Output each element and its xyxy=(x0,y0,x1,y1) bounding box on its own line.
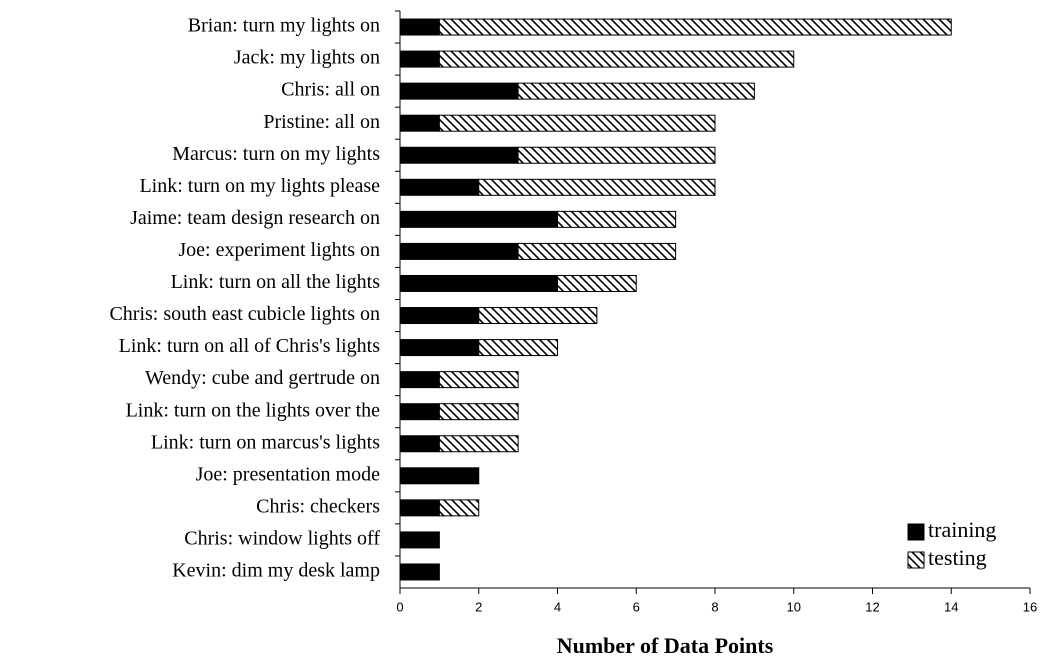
category-label: Link: turn on the lights over the xyxy=(126,399,381,421)
legend-swatch xyxy=(907,523,925,541)
bar-segment xyxy=(399,307,480,325)
bar-segment xyxy=(399,146,519,164)
category-label: Link: turn on marcus's lights xyxy=(151,431,380,453)
category-label: Link: turn on all the lights xyxy=(171,271,381,293)
x-tick-label: 0 xyxy=(396,599,403,614)
x-tick-label: 10 xyxy=(787,599,801,614)
category-label: Chris: all on xyxy=(281,79,380,101)
bar-segment xyxy=(399,371,440,389)
category-label: Link: turn on all of Chris's lights xyxy=(119,335,381,357)
category-label: Wendy: cube and gertrude on xyxy=(145,367,380,389)
x-tick-label: 12 xyxy=(865,599,879,614)
category-label: Chris: south east cubicle lights on xyxy=(109,303,380,325)
bar-segment xyxy=(517,146,716,164)
bar-segment xyxy=(478,178,716,196)
bar-segment xyxy=(399,339,480,357)
x-tick-label: 14 xyxy=(944,599,958,614)
bar-segment xyxy=(438,50,795,68)
x-tick-label: 8 xyxy=(711,599,718,614)
bar-segment xyxy=(399,50,440,68)
bar-segment xyxy=(517,82,755,100)
x-tick-label: 6 xyxy=(633,599,640,614)
x-tick-label: 2 xyxy=(475,599,482,614)
bar-segment xyxy=(399,467,480,485)
bar-segment xyxy=(399,114,440,132)
category-label: Brian: turn my lights on xyxy=(188,15,380,37)
category-label: Chris: checkers xyxy=(256,495,380,517)
bar-segment xyxy=(399,18,440,36)
category-label: Marcus: turn on my lights xyxy=(172,143,380,165)
legend-swatch xyxy=(907,551,925,569)
category-label: Jack: my lights on xyxy=(234,47,380,69)
bar-segment xyxy=(557,274,637,292)
bar-segment xyxy=(399,274,558,292)
bar-segment xyxy=(399,210,558,228)
bar-segment xyxy=(438,18,952,36)
bar-segment xyxy=(399,499,440,517)
legend-label: training xyxy=(928,517,996,542)
bar-segment xyxy=(438,435,519,453)
category-label: Chris: window lights off xyxy=(184,528,380,550)
category-label: Link: turn on my lights please xyxy=(139,175,380,197)
bar-segment xyxy=(438,114,716,132)
bar-segment xyxy=(399,563,440,581)
category-label: Pristine: all on xyxy=(263,111,380,133)
bar-segment xyxy=(478,339,558,357)
bar-segment xyxy=(399,435,440,453)
bar-segment xyxy=(399,178,480,196)
bar-segment xyxy=(399,403,440,421)
bar-segment xyxy=(399,82,519,100)
x-axis-title: Number of Data Points xyxy=(557,633,774,658)
bar-segment xyxy=(399,242,519,260)
bar-segment xyxy=(399,531,440,549)
category-label: Joe: presentation mode xyxy=(196,463,381,485)
bar-segment xyxy=(438,371,519,389)
category-label: Jaime: team design research on xyxy=(130,207,380,229)
x-tick-label: 16 xyxy=(1023,599,1037,614)
bar-segment xyxy=(517,242,677,260)
bar-segment xyxy=(438,499,480,517)
bar-segment xyxy=(557,210,677,228)
bar-segment xyxy=(478,307,598,325)
category-label: Kevin: dim my desk lamp xyxy=(172,560,380,582)
category-label: Joe: experiment lights on xyxy=(178,239,380,261)
x-tick-label: 4 xyxy=(554,599,561,614)
legend-label: testing xyxy=(928,545,987,570)
bar-segment xyxy=(438,403,519,421)
